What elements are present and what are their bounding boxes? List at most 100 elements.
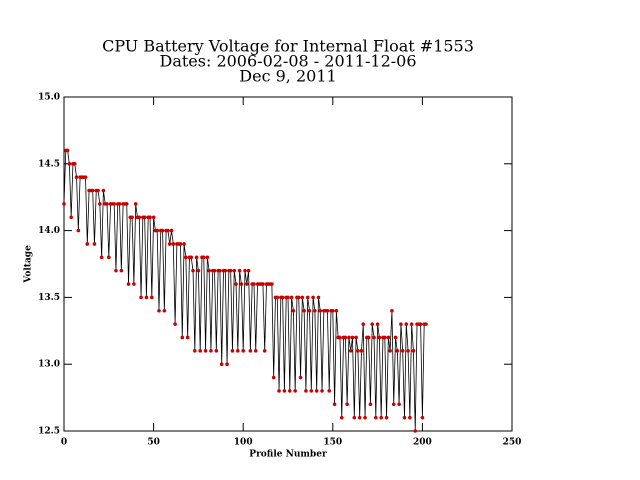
data-point	[361, 322, 366, 326]
data-point	[406, 349, 410, 353]
y-tick-label: 14.5	[38, 159, 60, 169]
data-point	[348, 349, 353, 353]
plot-frame	[63, 96, 513, 432]
data-point	[271, 375, 276, 380]
data-point	[137, 215, 142, 220]
data-point	[160, 228, 165, 233]
data-point	[148, 215, 152, 220]
data-point	[409, 322, 414, 326]
data-point	[316, 295, 321, 300]
data-point	[332, 402, 337, 407]
data-point	[363, 415, 367, 420]
data-point	[178, 242, 183, 246]
data-point	[157, 308, 161, 313]
data-point	[182, 242, 186, 246]
data-point	[219, 362, 224, 367]
data-point	[357, 415, 362, 420]
data-point	[399, 322, 403, 326]
data-point	[85, 242, 90, 246]
data-point	[300, 295, 305, 300]
data-point	[173, 322, 177, 326]
y-tick-label: 13.5	[38, 293, 60, 303]
data-point	[370, 322, 375, 326]
data-point	[162, 308, 167, 313]
data-point	[262, 349, 267, 353]
data-point	[307, 308, 312, 313]
data-point	[65, 148, 70, 153]
data-point	[298, 375, 303, 380]
y-tick-label: 13.0	[38, 360, 60, 370]
data-point	[205, 255, 210, 260]
data-point	[139, 295, 143, 300]
data-point	[151, 215, 156, 220]
data-point	[112, 202, 116, 206]
data-point	[243, 268, 247, 273]
data-point	[126, 282, 131, 286]
data-point	[223, 268, 228, 273]
data-point	[99, 255, 104, 260]
data-point	[318, 308, 323, 313]
data-point	[239, 282, 244, 286]
data-point	[277, 389, 281, 393]
data-point	[171, 242, 176, 246]
data-point	[142, 215, 147, 220]
data-point	[203, 349, 208, 353]
y-tick-label: 15.0	[38, 93, 60, 103]
data-point	[420, 415, 425, 420]
data-point	[83, 175, 88, 179]
data-point	[69, 215, 73, 220]
data-point	[207, 268, 211, 273]
data-point	[270, 282, 274, 286]
chart-subtitle: Dates: 2006-02-08 - 2011-12-06	[159, 52, 416, 71]
data-point	[275, 295, 280, 300]
data-point	[372, 335, 376, 340]
data-point	[393, 335, 398, 340]
data-point	[287, 389, 292, 393]
data-point	[248, 349, 253, 353]
data-point	[343, 335, 348, 340]
x-axis-label: Profile Number	[249, 450, 327, 460]
data-point	[184, 255, 188, 260]
data-point	[237, 268, 242, 273]
data-point	[117, 202, 122, 206]
data-point	[377, 335, 382, 340]
data-point	[286, 295, 290, 300]
data-point	[201, 255, 206, 260]
data-point	[214, 349, 219, 353]
data-point	[166, 228, 170, 233]
data-point	[76, 228, 81, 233]
data-point	[375, 322, 380, 326]
data-point	[212, 268, 217, 273]
data-point	[167, 242, 172, 246]
data-point	[62, 202, 66, 206]
data-point	[366, 335, 371, 340]
data-point	[130, 215, 134, 220]
data-point	[198, 349, 202, 353]
data-point	[395, 349, 400, 353]
data-point	[347, 335, 351, 340]
data-point	[413, 429, 418, 433]
data-point	[338, 335, 342, 340]
data-point	[191, 268, 195, 273]
data-point	[185, 335, 190, 340]
data-point	[114, 268, 118, 273]
data-point	[72, 162, 77, 166]
data-point	[331, 308, 335, 313]
data-point	[232, 268, 237, 273]
data-point	[225, 362, 229, 367]
data-point	[313, 308, 317, 313]
data-point	[309, 389, 314, 393]
data-point	[302, 308, 306, 313]
data-point	[352, 415, 357, 420]
x-tick-label: 50	[147, 438, 160, 448]
data-point	[261, 282, 265, 286]
data-point	[67, 162, 72, 166]
data-point	[334, 308, 339, 313]
data-point	[96, 188, 100, 193]
data-point	[150, 295, 154, 300]
data-point	[169, 228, 174, 233]
data-point	[397, 402, 401, 407]
x-tick-label: 200	[413, 438, 432, 448]
